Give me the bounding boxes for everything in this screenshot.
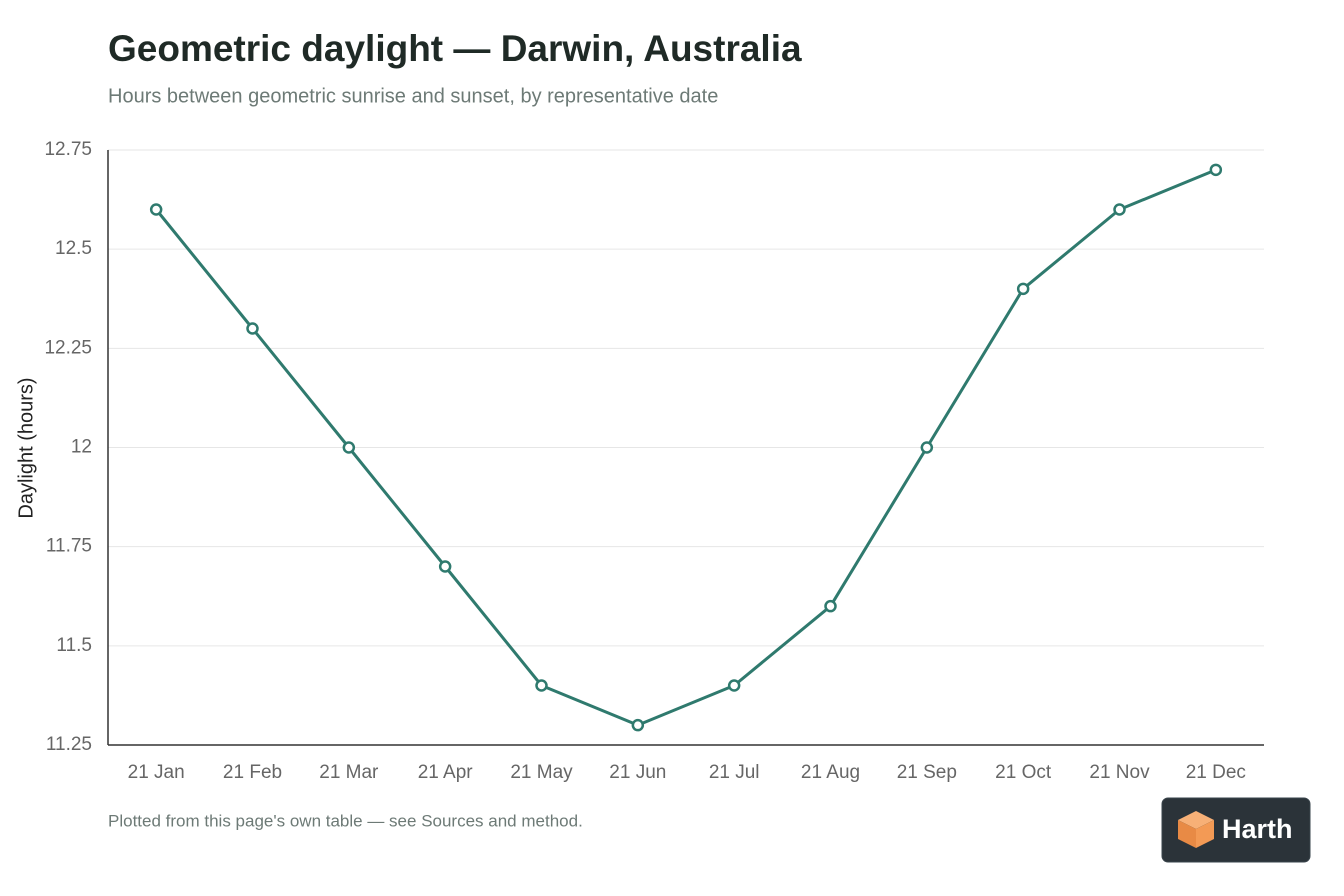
x-tick-label: 21 Dec bbox=[1186, 762, 1246, 783]
footnote: Plotted from this page's own table — see… bbox=[108, 811, 583, 830]
x-tick-label: 21 Jul bbox=[709, 762, 760, 783]
y-tick-label: 12 bbox=[71, 437, 92, 458]
x-tick-label: 21 May bbox=[510, 762, 573, 783]
y-tick-label: 11.75 bbox=[46, 536, 92, 557]
x-tick-label: 21 Jun bbox=[609, 762, 666, 783]
y-tick-label: 12.5 bbox=[55, 238, 92, 259]
x-tick-label: 21 Apr bbox=[418, 762, 474, 783]
data-line bbox=[155, 168, 1217, 727]
y-tick-label: 11.25 bbox=[46, 734, 92, 755]
data-point bbox=[1209, 163, 1223, 177]
data-point bbox=[149, 203, 163, 216]
chart-title: Geometric daylight — Darwin, Australia bbox=[108, 28, 802, 69]
brand-name: Harth bbox=[1222, 814, 1293, 844]
data-point bbox=[824, 599, 837, 613]
x-tick-label: 21 Oct bbox=[995, 762, 1052, 783]
y-tick-label: 12.75 bbox=[44, 139, 92, 160]
x-tick-label: 21 Feb bbox=[223, 762, 282, 783]
x-tick-label: 21 Aug bbox=[801, 762, 860, 783]
data-point bbox=[631, 718, 645, 732]
data-point bbox=[342, 441, 356, 454]
data-point bbox=[438, 560, 452, 573]
brand-badge: Harth bbox=[1161, 797, 1311, 863]
data-point bbox=[535, 679, 548, 692]
logo-right bbox=[1196, 820, 1214, 848]
x-tick-label: 21 Mar bbox=[319, 762, 379, 783]
data-point bbox=[727, 679, 741, 692]
y-tick-label: 11.5 bbox=[56, 635, 92, 656]
logo-left bbox=[1178, 820, 1196, 848]
data-point bbox=[1113, 203, 1126, 216]
data-point bbox=[920, 441, 934, 454]
x-tick-label: 21 Nov bbox=[1089, 762, 1150, 783]
chart-subtitle: Hours between geometric sunrise and suns… bbox=[108, 85, 718, 107]
y-axis-label: Daylight (hours) bbox=[15, 377, 37, 518]
data-point bbox=[246, 322, 259, 335]
y-tick-label: 12.25 bbox=[44, 337, 92, 358]
x-tick-label: 21 Jan bbox=[128, 762, 185, 783]
x-tick-label: 21 Sep bbox=[897, 762, 957, 783]
data-point bbox=[1016, 282, 1030, 296]
